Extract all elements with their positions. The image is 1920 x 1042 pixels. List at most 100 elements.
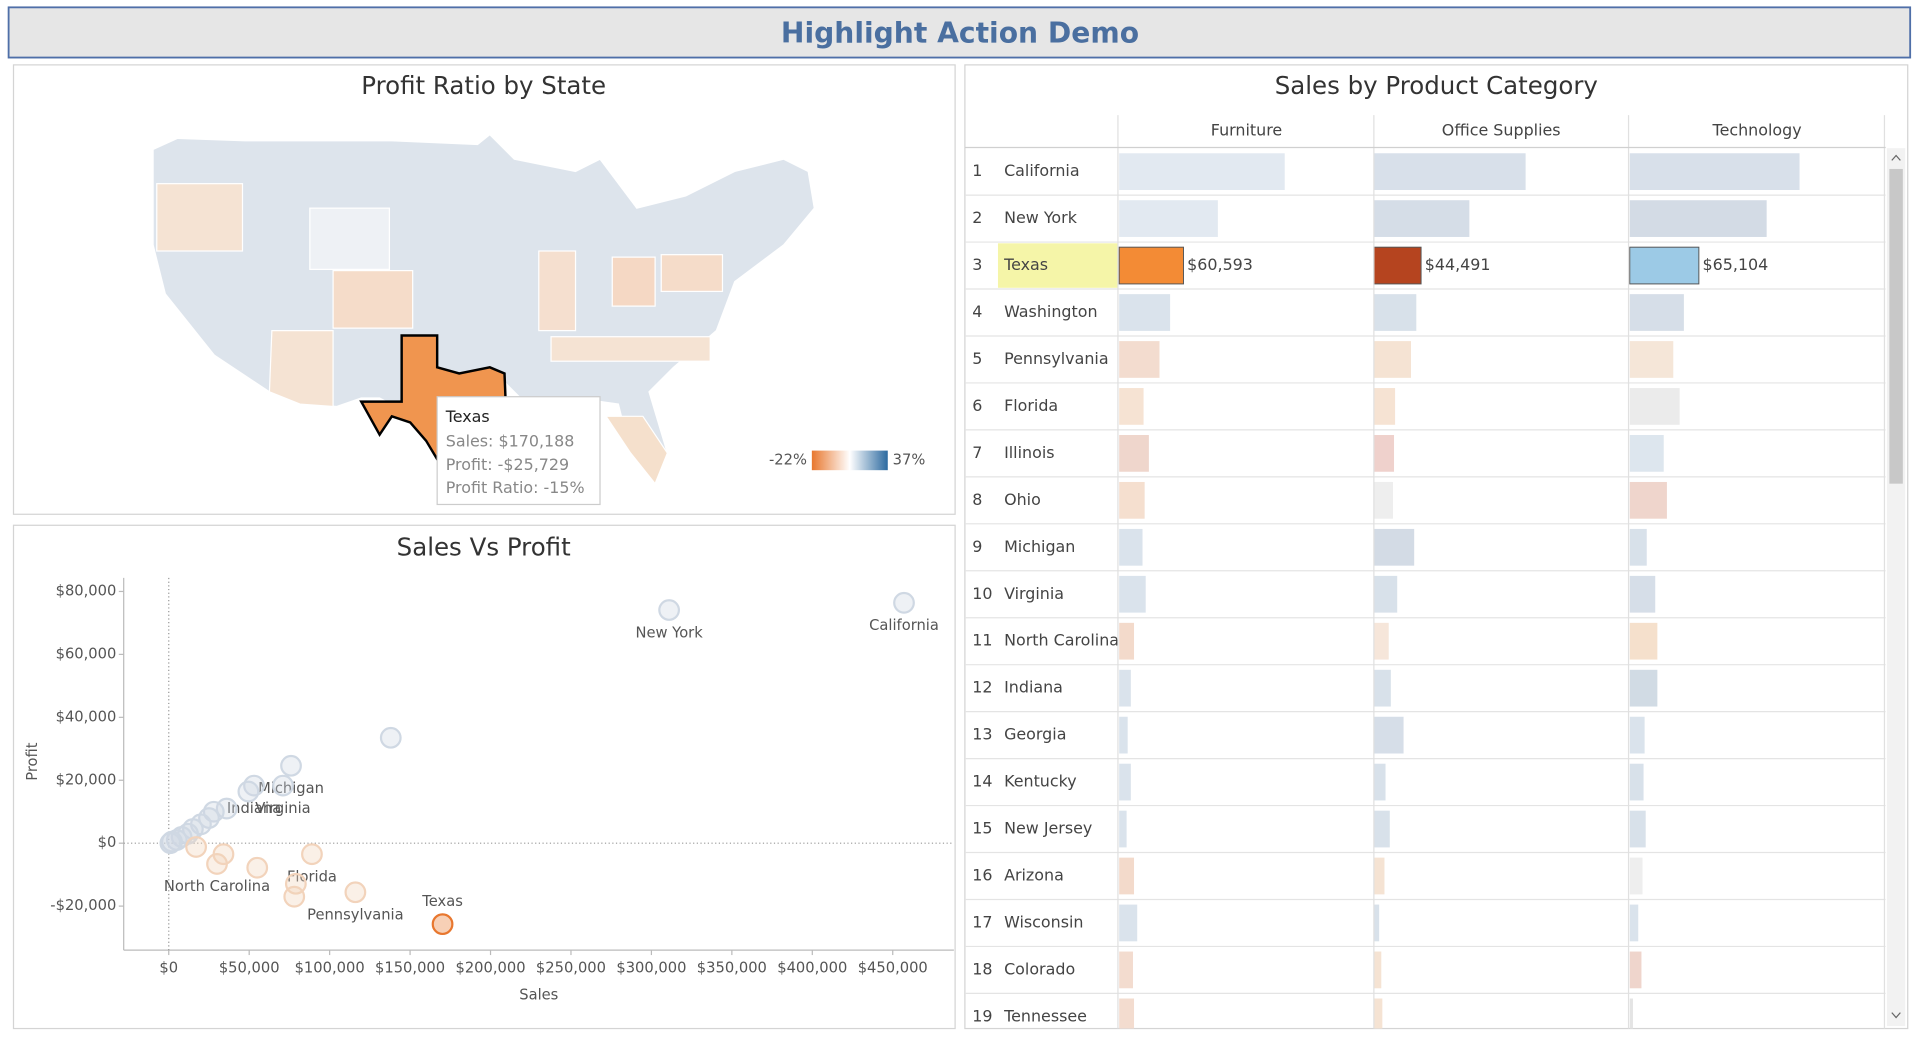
bar (1629, 669, 1658, 707)
scroll-up[interactable] (1891, 154, 1901, 161)
point (431, 913, 454, 936)
rank: 3 (972, 255, 982, 274)
column-header: Furniture (1211, 121, 1282, 140)
bar (1118, 246, 1184, 285)
point (237, 780, 260, 803)
bar (1119, 669, 1131, 707)
rank: 13 (972, 725, 992, 744)
column-header: Technology (1712, 121, 1802, 140)
bar (1373, 998, 1383, 1029)
state-name: Pennsylvania (1004, 349, 1109, 368)
bar (1373, 528, 1415, 566)
point (893, 591, 915, 614)
y-tick-label: -$20,000 (50, 897, 116, 914)
bar (1629, 998, 1633, 1029)
state-name: Georgia (1004, 725, 1066, 744)
bar (1119, 951, 1133, 989)
dashboard-title: Highlight Action Demo (781, 16, 1139, 49)
point-label: New York (635, 624, 703, 641)
bar (1373, 904, 1380, 942)
value-label: $65,104 (1703, 255, 1769, 274)
row-highlight (997, 243, 1118, 288)
bar (1119, 763, 1131, 801)
bar (1629, 528, 1647, 566)
state-name: Arizona (1004, 865, 1064, 884)
table-rows: 1 California 2 New York 3 Texas $60,593 $44,491… (964, 153, 1886, 1029)
state (550, 336, 711, 362)
column-header: Office Supplies (1442, 121, 1561, 140)
title-bar (7, 6, 1912, 59)
state (309, 207, 391, 270)
bar (1119, 528, 1143, 566)
y-tick-label: $40,000 (56, 708, 117, 725)
scatter-title: Sales Vs Profit (397, 533, 571, 562)
bar (1373, 153, 1526, 191)
value-label: $44,491 (1425, 255, 1491, 274)
y-tick-label: $0 (98, 834, 117, 851)
rank: 5 (972, 349, 982, 368)
state (604, 415, 669, 485)
bar (1119, 575, 1146, 613)
bar (1119, 904, 1138, 942)
rank: 10 (972, 584, 992, 603)
bar (1629, 763, 1644, 801)
state-name: California (1004, 161, 1080, 180)
bar (1119, 998, 1135, 1029)
x-tick-label: $350,000 (697, 960, 767, 977)
point (212, 843, 235, 866)
point (379, 726, 402, 749)
state-name: Michigan (1004, 537, 1075, 556)
bar (1373, 951, 1382, 989)
y-tick-label: $20,000 (56, 771, 117, 788)
scroll-down[interactable] (1891, 1012, 1901, 1019)
x-tick-label: $250,000 (536, 960, 606, 977)
rank: 15 (972, 819, 992, 838)
y-tick-label: $60,000 (56, 645, 117, 662)
state-name: New Jersey (1004, 819, 1092, 838)
point (185, 836, 208, 858)
state (660, 254, 724, 293)
state (332, 269, 414, 329)
bar (1629, 622, 1658, 660)
bar (1373, 669, 1391, 707)
bar (1119, 481, 1145, 519)
state-name: New York (1004, 208, 1078, 227)
point (272, 774, 294, 797)
rank: 8 (972, 490, 982, 509)
bar (1373, 857, 1385, 895)
point (301, 843, 323, 866)
bar (1119, 716, 1128, 754)
x-tick-label: $200,000 (455, 960, 525, 977)
rank: 7 (972, 443, 982, 462)
scrollbar-thumb[interactable] (1889, 168, 1903, 484)
bar (1629, 388, 1680, 425)
bar (1629, 857, 1643, 895)
rank: 1 (972, 161, 982, 180)
bar (1119, 388, 1144, 425)
rank: 17 (972, 912, 992, 931)
point (658, 599, 681, 621)
rank: 18 (972, 959, 992, 978)
bar (1119, 435, 1149, 472)
bar (1119, 810, 1127, 848)
tooltip-line: Profit: -$25,729 (446, 455, 569, 474)
state (156, 183, 244, 252)
state-name: Virginia (1004, 584, 1064, 603)
point-label: Texas (421, 893, 463, 910)
state-name: Ohio (1004, 490, 1041, 509)
rank: 19 (972, 1006, 992, 1025)
bar (1373, 246, 1422, 285)
bar (1119, 622, 1135, 660)
scatter-panel (12, 524, 956, 1030)
map-title: Profit Ratio by State (361, 71, 606, 100)
bar (1629, 716, 1645, 754)
x-tick-label: $150,000 (375, 960, 445, 977)
legend-label: -22% (769, 451, 807, 468)
point (280, 754, 302, 777)
bar (1373, 716, 1404, 754)
state-name: Tennessee (1003, 1006, 1087, 1025)
bar (1629, 435, 1664, 472)
state (268, 329, 334, 408)
x-tick-label: $300,000 (616, 960, 686, 977)
